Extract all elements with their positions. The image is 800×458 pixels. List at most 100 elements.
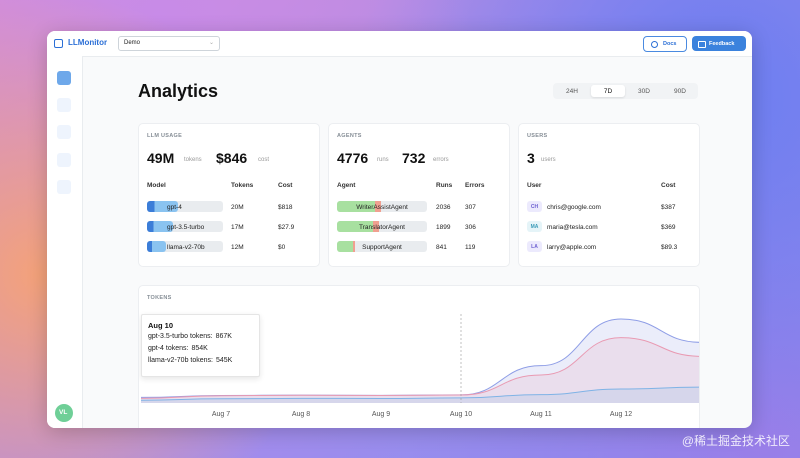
range-label: 7D: [603, 87, 613, 95]
column-header: Agent: [337, 182, 356, 189]
user-email: larry@apple.com: [547, 243, 597, 251]
tooltip-label: gpt-3.5-turbo tokens: 867K: [148, 333, 232, 340]
agent-name: SupportAgent: [362, 243, 402, 251]
column-header: Tokens: [231, 182, 254, 189]
x-tick-label: Aug 10: [450, 411, 472, 418]
range-option[interactable]: 30D: [627, 85, 661, 97]
x-tick-label: Aug 11: [530, 411, 552, 418]
agent-runs: 2036: [436, 203, 451, 211]
avatar[interactable]: VL: [55, 404, 73, 422]
agent-name: TranslatorAgent: [358, 223, 405, 231]
app-name: LLMonitor: [68, 38, 108, 47]
agent-errors: 119: [465, 243, 476, 251]
card: LLM USAGE 49M tokens $846 cost Model Tokens Cos…: [138, 123, 320, 267]
errors-bar: [372, 221, 379, 232]
x-tick-label: Aug 8: [292, 411, 310, 418]
agent-errors: 307: [465, 203, 476, 211]
runs-bar: [337, 241, 353, 252]
errors-bar: [352, 241, 356, 252]
total-tokens: 49M: [147, 150, 175, 166]
docs-icon: [651, 40, 658, 48]
model-cost: $0: [278, 243, 286, 251]
feedback-button[interactable]: Feedback: [692, 36, 746, 51]
user-initials: MA: [530, 224, 539, 230]
range-label: 24H: [566, 87, 578, 95]
total-tokens-unit: tokens: [184, 157, 202, 163]
total-runs-unit: runs: [377, 157, 389, 163]
user-chip: MA: [527, 221, 542, 232]
model-name: llama-v2-70b: [167, 243, 205, 251]
usage-track: [147, 221, 223, 232]
total-cost: $846: [216, 150, 248, 166]
card-title: LLM USAGE: [147, 133, 183, 139]
user-initials: LA: [531, 244, 538, 250]
user-chip: CH: [527, 201, 542, 212]
model-tokens: 17M: [231, 223, 244, 231]
docs-button[interactable]: Docs: [643, 36, 687, 52]
runs-bar: [337, 201, 376, 212]
model-name: gpt-3.5-turbo: [167, 223, 205, 231]
agent-runs: 1899: [436, 223, 451, 231]
agent-track: [337, 201, 427, 212]
usage-bar: [147, 201, 179, 212]
range-label: 30D: [638, 87, 650, 95]
watermark: @稀土掘金技术社区: [681, 434, 790, 448]
card-title: USERS: [527, 133, 548, 139]
tooltip-label: llama-v2-70b tokens: 545K: [148, 357, 233, 364]
feedback-label: Feedback: [709, 40, 735, 47]
nav-icon[interactable]: [57, 180, 71, 194]
column-header: Errors: [465, 182, 485, 189]
user-cost: $89.3: [661, 243, 678, 251]
project-name: Demo: [124, 40, 141, 46]
series-area: [141, 319, 699, 403]
sidebar: [47, 56, 83, 428]
project-select[interactable]: Demo ⌄: [118, 36, 220, 51]
agent-name: WriterAssistAgent: [356, 203, 408, 211]
series-area: [141, 337, 699, 403]
card-title: TOKENS: [147, 295, 172, 301]
docs-label: Docs: [663, 41, 677, 47]
card: TOKENS Aug 7 Aug 8 Aug 9 Aug 10 Aug 11 Aug 12 A…: [138, 285, 700, 428]
series-line: [140, 386, 699, 401]
tooltip-value: 854K: [191, 345, 208, 352]
range-option[interactable]: 90D: [663, 85, 697, 97]
usage-track: [147, 201, 223, 212]
nav-icon[interactable]: [57, 71, 71, 85]
runs-bar: [337, 221, 373, 232]
total-cost-unit: cost: [258, 157, 270, 163]
total-runs: 4776: [337, 150, 369, 166]
nav-icon[interactable]: [57, 125, 71, 139]
column-header: Runs: [436, 182, 453, 189]
x-tick-label: Aug 12: [610, 411, 632, 418]
usage-track: [147, 241, 223, 252]
card: USERS 3 users User Cost CH chris@google.com $38…: [518, 123, 700, 267]
range-selector: 24H 7D 30D 90D: [553, 83, 698, 99]
card: AGENTS 4776 runs 732 errors Agent Runs Errors Wr…: [328, 123, 510, 267]
user-email: chris@google.com: [547, 203, 601, 211]
model-tokens: 20M: [231, 203, 244, 211]
range-option[interactable]: 24H: [555, 85, 589, 97]
column-header: Model: [147, 182, 166, 189]
series-area: [141, 387, 699, 403]
nav-icon[interactable]: [57, 153, 71, 167]
usage-bar: [147, 221, 174, 232]
user-cost: $387: [661, 203, 676, 211]
user-email: maria@tesla.com: [547, 223, 598, 231]
user-cost: $369: [661, 223, 676, 231]
tooltip: Aug 10 gpt-3.5-turbo tokens: 867K gpt-4 tok…: [141, 314, 260, 377]
total-users-unit: users: [541, 157, 556, 163]
select-caret: ⌄: [208, 40, 214, 46]
model-name: gpt-4: [167, 203, 182, 211]
range-option[interactable]: 7D: [591, 85, 625, 97]
avatar-initials: VL: [59, 409, 68, 416]
user-chip: LA: [527, 241, 542, 252]
tooltip-label: gpt-4 tokens: 854K: [148, 345, 208, 352]
tooltip-value: 545K: [215, 357, 233, 364]
agent-errors: 306: [465, 223, 476, 231]
model-cost: $27.9: [278, 223, 295, 231]
nav-icon[interactable]: [57, 98, 71, 112]
tooltip-title: Aug 10: [148, 321, 174, 330]
app-window: LLMonitor Demo ⌄ Docs Feedback VL Analytics 24H…: [47, 31, 752, 428]
range-label: 90D: [674, 87, 686, 95]
